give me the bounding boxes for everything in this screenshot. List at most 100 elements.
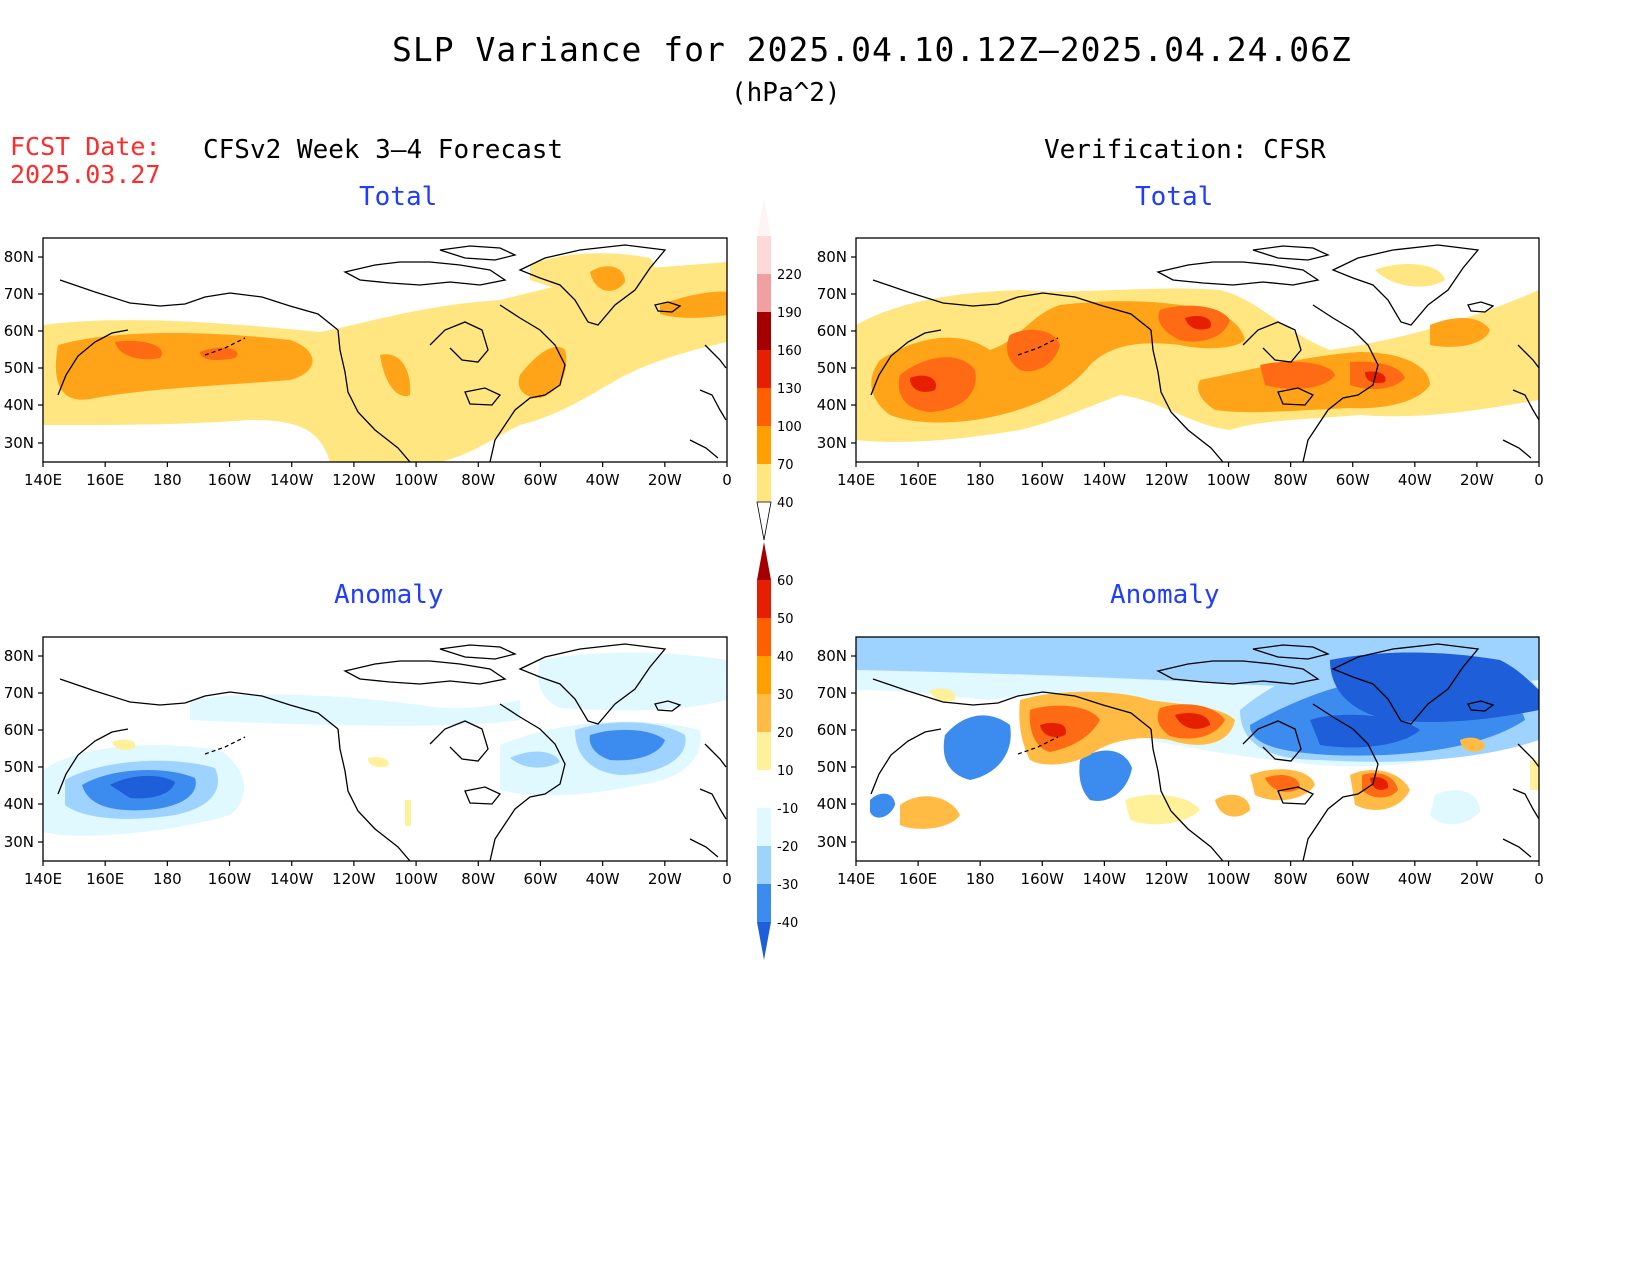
- lon-tick-label: 80W: [461, 471, 495, 489]
- lon-tick-label: 80W: [1274, 870, 1308, 888]
- lon-tick-label: 180: [966, 870, 995, 888]
- lat-tick-label: 60N: [4, 322, 34, 340]
- lat-tick-label: 80N: [817, 647, 847, 665]
- lat-tick-label: 80N: [4, 647, 34, 665]
- lat-tick-label: 70N: [4, 285, 34, 303]
- colorbar-anomaly-label: 50: [777, 612, 794, 627]
- colorbar-total-swatch: [757, 350, 771, 388]
- frame-verification-total: [855, 237, 1540, 463]
- colorbar-total-label: 70: [777, 458, 794, 473]
- forecast-header: CFSv2 Week 3–4 Forecast: [203, 135, 564, 165]
- lat-tick-label: 60N: [4, 721, 34, 739]
- colorbar-anomaly-label: 60: [777, 574, 794, 589]
- panel-title-verification-anomaly: Anomaly: [1110, 580, 1220, 610]
- lat-tick-label: 40N: [4, 795, 34, 813]
- lon-tick-label: 140W: [1083, 471, 1127, 489]
- lat-tick-label: 40N: [817, 396, 847, 414]
- lat-tick-label: 60N: [817, 322, 847, 340]
- lat-tick-label: 40N: [4, 396, 34, 414]
- lon-tick-label: 100W: [394, 870, 438, 888]
- lat-tick-label: 70N: [4, 684, 34, 702]
- lat-tick-label: 50N: [817, 359, 847, 377]
- colorbar-anomaly-swatch: [757, 580, 771, 618]
- lon-tick-label: 40W: [586, 471, 620, 489]
- lat-tick-label: 30N: [4, 434, 34, 452]
- lon-tick-label: 100W: [1207, 870, 1251, 888]
- lat-tick-label: 30N: [817, 833, 847, 851]
- colorbar-total-label: 220: [777, 268, 802, 283]
- lon-tick-label: 160E: [86, 471, 124, 489]
- lon-tick-label: 120W: [332, 471, 376, 489]
- colorbar-anomaly-swatch: [757, 770, 771, 808]
- panel-title-forecast-total: Total: [359, 182, 438, 212]
- colorbar-total-swatch: [757, 236, 771, 274]
- lon-tick-label: 100W: [1207, 471, 1251, 489]
- fcst-date-label: FCST Date:: [10, 132, 161, 161]
- colorbar-anomaly-label: -10: [777, 802, 798, 817]
- lon-tick-label: 140E: [24, 471, 62, 489]
- lon-tick-label: 160E: [86, 870, 124, 888]
- lon-tick-label: 160W: [1021, 870, 1065, 888]
- panel-title-verification-total: Total: [1135, 182, 1214, 212]
- lon-tick-label: 100W: [394, 471, 438, 489]
- lon-tick-label: 180: [966, 471, 995, 489]
- colorbar-total-swatch: [757, 274, 771, 312]
- frame-verification-anomaly: [855, 636, 1540, 862]
- colorbar-anomaly-swatch: [757, 846, 771, 884]
- lat-tick-label: 80N: [4, 248, 34, 266]
- colorbar-anomaly-top-triangle: [757, 542, 771, 580]
- lon-tick-label: 20W: [1460, 471, 1494, 489]
- lon-tick-label: 140W: [270, 471, 314, 489]
- lon-tick-label: 0: [722, 471, 732, 489]
- colorbar-anomaly-label: 10: [777, 764, 794, 779]
- lon-tick-label: 20W: [648, 870, 682, 888]
- lon-tick-label: 40W: [1398, 471, 1432, 489]
- colorbar-anomaly-swatch: [757, 884, 771, 922]
- lon-tick-label: 20W: [1460, 870, 1494, 888]
- lon-tick-label: 40W: [1398, 870, 1432, 888]
- forecast-total-field: [43, 238, 727, 462]
- colorbar-anomaly-label: 40: [777, 650, 794, 665]
- lon-tick-label: 180: [153, 471, 182, 489]
- lon-tick-label: 60W: [523, 870, 557, 888]
- lon-tick-label: 160W: [208, 471, 252, 489]
- lon-tick-label: 80W: [1274, 471, 1308, 489]
- colorbar-anomaly-label: -40: [777, 916, 798, 931]
- colorbar-anomaly-label: 30: [777, 688, 794, 703]
- verification-total-field: [856, 238, 1539, 462]
- lat-tick-label: 70N: [817, 684, 847, 702]
- forecast-anomaly-field: [43, 637, 727, 861]
- lat-tick-label: 30N: [817, 434, 847, 452]
- colorbar-anomaly-swatch: [757, 618, 771, 656]
- colorbar-anomaly-swatch: [757, 732, 771, 770]
- lon-tick-label: 140E: [24, 870, 62, 888]
- lon-tick-label: 60W: [1336, 870, 1370, 888]
- colorbar-total-label: 100: [777, 420, 802, 435]
- lat-tick-label: 40N: [817, 795, 847, 813]
- lat-tick-label: 50N: [817, 758, 847, 776]
- colorbar-anomaly-label: -20: [777, 840, 798, 855]
- lat-tick-label: 70N: [817, 285, 847, 303]
- colorbar-anomaly-swatch: [757, 656, 771, 694]
- map-axes: 80N 70N 60N 50N 40N 30N 140E 160E 180 160W 140W 120…: [4, 248, 1544, 888]
- verification-anomaly-field: [856, 637, 1539, 861]
- frame-forecast-total: [42, 237, 728, 463]
- lat-tick-label: 80N: [817, 248, 847, 266]
- colorbar-total-label: 130: [777, 382, 802, 397]
- lon-tick-label: 140W: [1083, 870, 1127, 888]
- colorbar-anomaly-swatch: [757, 808, 771, 846]
- colorbar-anomaly: 60 50 40 30 20 10 -10 -20 -30 -40: [757, 542, 798, 960]
- lat-tick-label: 50N: [4, 359, 34, 377]
- colorbar-total-label: 160: [777, 344, 802, 359]
- colorbar-total-label: 40: [777, 496, 794, 511]
- lon-tick-label: 40W: [586, 870, 620, 888]
- lon-tick-label: 0: [722, 870, 732, 888]
- colorbar-total-swatch: [757, 426, 771, 464]
- lon-tick-label: 0: [1534, 870, 1544, 888]
- colorbar-anomaly-label: 20: [777, 726, 794, 741]
- panel-title-forecast-anomaly: Anomaly: [334, 580, 444, 610]
- fcst-date-value: 2025.03.27: [10, 160, 161, 189]
- colorbar-total-swatch: [757, 388, 771, 426]
- lat-tick-label: 50N: [4, 758, 34, 776]
- lon-tick-label: 120W: [1145, 471, 1189, 489]
